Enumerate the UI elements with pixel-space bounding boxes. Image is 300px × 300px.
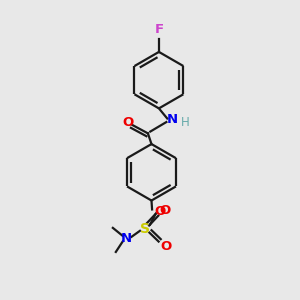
Text: N: N xyxy=(121,232,132,245)
Text: O: O xyxy=(159,204,170,218)
Text: O: O xyxy=(160,240,171,254)
Text: H: H xyxy=(180,116,189,129)
Text: O: O xyxy=(123,116,134,129)
Text: F: F xyxy=(154,23,164,37)
Text: S: S xyxy=(140,222,150,236)
Text: O: O xyxy=(155,205,166,218)
Text: N: N xyxy=(167,113,178,126)
